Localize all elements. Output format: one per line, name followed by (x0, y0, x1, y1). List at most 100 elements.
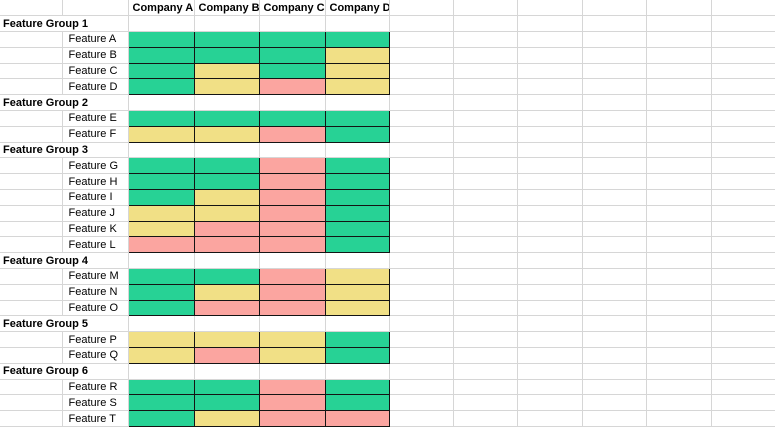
cell-empty[interactable] (128, 315, 195, 333)
cell-empty[interactable] (646, 63, 712, 80)
cell-empty[interactable] (325, 363, 390, 380)
cell-empty[interactable] (646, 189, 712, 206)
cell-empty[interactable] (582, 63, 647, 80)
feature-label-cell[interactable]: Feature P (62, 331, 129, 349)
rating-cell-yellow[interactable] (193, 410, 260, 427)
cell-empty[interactable] (582, 363, 647, 380)
rating-cell-yellow[interactable] (193, 204, 260, 222)
rating-cell-yellow[interactable] (193, 189, 260, 206)
cell-empty[interactable] (389, 15, 454, 33)
cell-empty[interactable] (0, 31, 63, 48)
cell-empty[interactable] (711, 300, 775, 317)
cell-empty[interactable] (711, 126, 775, 143)
cell-empty[interactable] (517, 15, 583, 33)
cell-empty[interactable] (325, 15, 390, 33)
feature-group-label-cell[interactable]: Feature Group 2 (0, 94, 129, 112)
cell-empty[interactable] (517, 252, 583, 270)
rating-cell-green[interactable] (127, 268, 195, 285)
cell-empty[interactable] (646, 300, 712, 317)
cell-empty[interactable] (453, 63, 518, 80)
cell-empty[interactable] (128, 252, 195, 270)
rating-cell-green[interactable] (127, 110, 195, 127)
cell-empty[interactable] (711, 221, 775, 238)
cell-empty[interactable] (453, 394, 518, 412)
rating-cell-yellow[interactable] (127, 331, 195, 349)
cell-empty[interactable] (389, 173, 454, 191)
rating-cell-green[interactable] (324, 125, 390, 143)
cell-empty[interactable] (389, 63, 454, 80)
cell-empty[interactable] (389, 94, 454, 112)
cell-empty[interactable] (453, 189, 518, 206)
cell-empty[interactable] (325, 252, 390, 270)
cell-empty[interactable] (389, 221, 454, 238)
cell-empty[interactable] (711, 47, 775, 64)
feature-label-cell[interactable]: Feature L (62, 236, 129, 254)
cell-empty[interactable] (711, 410, 775, 427)
cell-empty[interactable] (389, 31, 454, 48)
rating-cell-yellow[interactable] (127, 125, 195, 143)
cell-empty[interactable] (0, 268, 63, 285)
rating-cell-yellow[interactable] (324, 299, 390, 317)
cell-empty[interactable] (582, 205, 647, 222)
rating-cell-green[interactable] (324, 394, 390, 412)
cell-empty[interactable] (646, 315, 712, 333)
cell-empty[interactable] (194, 252, 260, 270)
cell-empty[interactable] (582, 315, 647, 333)
cell-empty[interactable] (0, 205, 63, 222)
cell-empty[interactable] (582, 284, 647, 301)
rating-cell-yellow[interactable] (193, 78, 260, 96)
cell-empty[interactable] (389, 347, 454, 364)
cell-empty[interactable] (646, 31, 712, 48)
rating-cell-yellow[interactable] (193, 62, 260, 80)
rating-cell-green[interactable] (324, 204, 390, 222)
cell-empty[interactable] (646, 173, 712, 191)
cell-empty[interactable] (453, 363, 518, 380)
cell-empty[interactable] (646, 205, 712, 222)
feature-label-cell[interactable]: Feature A (62, 31, 129, 48)
cell-empty[interactable] (0, 173, 63, 191)
cell-empty[interactable] (0, 410, 63, 427)
feature-label-cell[interactable]: Feature B (62, 47, 129, 64)
cell-empty[interactable] (194, 15, 260, 33)
cell-empty[interactable] (453, 0, 518, 17)
rating-cell-red[interactable] (258, 236, 326, 254)
cell-empty[interactable] (582, 47, 647, 64)
cell-empty[interactable] (453, 15, 518, 33)
cell-empty[interactable] (517, 63, 583, 80)
cell-empty[interactable] (711, 347, 775, 364)
cell-empty[interactable] (453, 142, 518, 159)
cell-empty[interactable] (194, 363, 260, 380)
feature-label-cell[interactable]: Feature I (62, 189, 129, 206)
cell-empty[interactable] (517, 110, 583, 127)
cell-empty[interactable] (0, 63, 63, 80)
cell-empty[interactable] (389, 47, 454, 64)
cell-empty[interactable] (517, 394, 583, 412)
feature-label-cell[interactable]: Feature R (62, 379, 129, 396)
cell-empty[interactable] (517, 379, 583, 396)
rating-cell-yellow[interactable] (324, 283, 390, 301)
feature-group-label-cell[interactable]: Feature Group 4 (0, 252, 129, 270)
rating-cell-red[interactable] (258, 394, 326, 412)
cell-empty[interactable] (646, 94, 712, 112)
cell-empty[interactable] (646, 252, 712, 270)
cell-empty[interactable] (582, 157, 647, 175)
cell-empty[interactable] (0, 284, 63, 301)
cell-empty[interactable] (646, 268, 712, 285)
cell-empty[interactable] (646, 78, 712, 96)
cell-empty[interactable] (646, 126, 712, 143)
cell-empty[interactable] (0, 110, 63, 127)
cell-empty[interactable] (0, 126, 63, 143)
cell-empty[interactable] (517, 221, 583, 238)
rating-cell-red[interactable] (258, 125, 326, 143)
cell-empty[interactable] (453, 284, 518, 301)
cell-empty[interactable] (194, 142, 260, 159)
cell-empty[interactable] (128, 94, 195, 112)
cell-empty[interactable] (582, 94, 647, 112)
rating-cell-green[interactable] (193, 268, 260, 285)
cell-empty[interactable] (711, 331, 775, 349)
cell-empty[interactable] (0, 221, 63, 238)
cell-empty[interactable] (711, 236, 775, 254)
cell-empty[interactable] (389, 300, 454, 317)
rating-cell-green[interactable] (258, 31, 326, 48)
feature-label-cell[interactable]: Feature T (62, 410, 129, 427)
